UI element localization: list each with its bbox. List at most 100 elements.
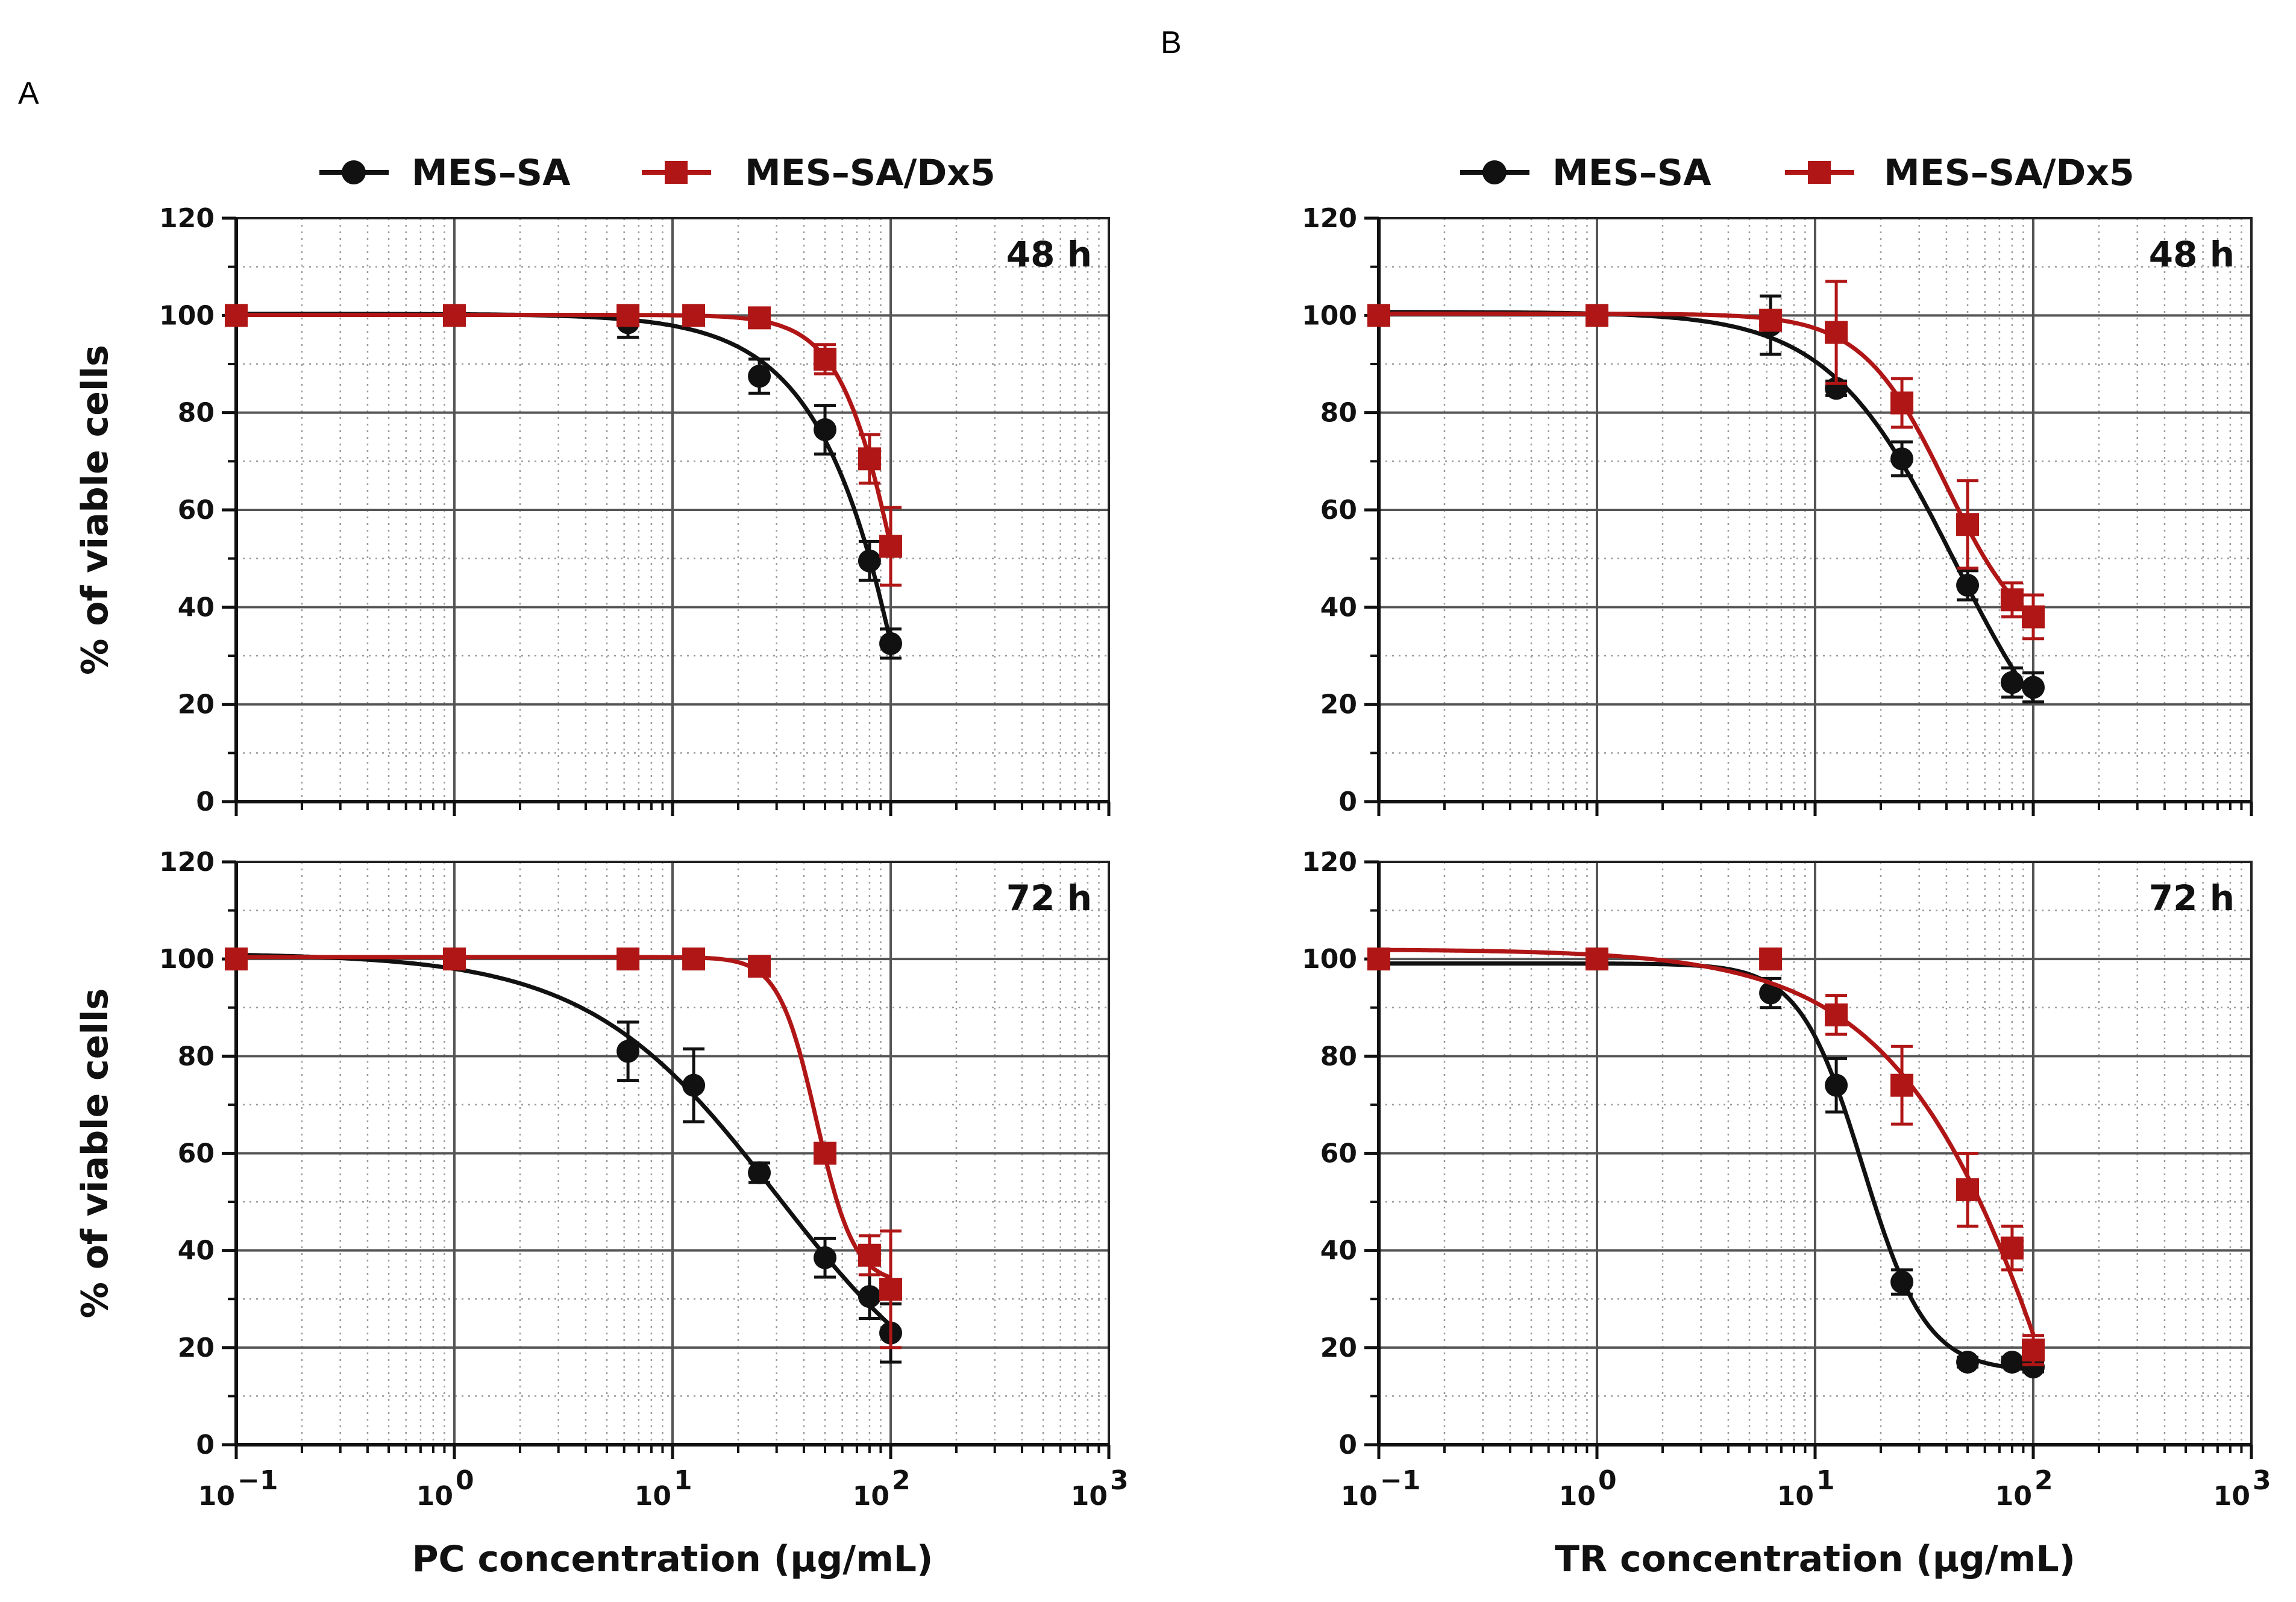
fit-curve-mes-sa-dx5: [1378, 947, 2036, 1336]
data-point-mes-sa-dx5: [616, 304, 640, 327]
data-point-mes-sa-dx5: [858, 447, 881, 471]
y-tick-label: 40: [1320, 592, 1357, 623]
time-label: 72 h: [1006, 878, 1092, 919]
fit-curve-mes-sa-dx5: [236, 955, 892, 1280]
y-tick-label: 40: [1320, 1236, 1357, 1266]
y-tick-label: 40: [178, 592, 215, 623]
data-point-mes-sa-dx5: [1825, 1003, 1848, 1026]
data-point-mes-sa: [1956, 574, 1980, 597]
y-tick-label: 80: [1320, 398, 1357, 429]
data-point-mes-sa-dx5: [1367, 304, 1390, 327]
data-point-mes-sa-dx5: [1956, 1178, 1980, 1201]
data-point-mes-sa-dx5: [443, 304, 466, 327]
data-point-mes-sa-dx5: [879, 1278, 902, 1301]
data-point-mes-sa-dx5: [1956, 513, 1980, 536]
data-point-mes-sa-dx5: [1825, 321, 1848, 344]
data-point-mes-sa: [814, 418, 837, 441]
data-point-mes-sa-dx5: [1759, 947, 1783, 971]
data-point-mes-sa-dx5: [814, 1142, 837, 1165]
y-tick-label: 80: [178, 1041, 215, 1072]
y-tick-label: 80: [178, 398, 215, 429]
data-point-mes-sa-dx5: [225, 304, 248, 327]
data-point-mes-sa: [748, 1161, 771, 1184]
x-tick-label-base: 10: [198, 1481, 235, 1512]
data-point-mes-sa-dx5: [748, 306, 771, 330]
x-axis-title: PC concentration (µg/mL): [412, 1538, 933, 1580]
data-point-mes-sa-dx5: [1890, 391, 1914, 415]
fit-curve-mes-sa: [1379, 310, 2035, 701]
x-tick-label-base: 10: [1995, 1481, 2032, 1512]
series-mes-sa: [1367, 947, 2045, 1379]
data-point-mes-sa-dx5: [1890, 1073, 1914, 1097]
data-point-mes-sa-dx5: [682, 947, 706, 971]
data-point-mes-sa-dx5: [879, 535, 902, 558]
data-point-mes-sa: [814, 1246, 837, 1269]
data-point-mes-sa: [2000, 1351, 2024, 1374]
y-tick-label: 100: [159, 300, 215, 331]
data-point-mes-sa: [682, 1073, 706, 1097]
grid-a48: [235, 217, 1110, 803]
legend-b-label-mes-sa-dx5: MES–SA/Dx5: [1884, 152, 2134, 194]
data-point-mes-sa-dx5: [2022, 605, 2045, 629]
x-tick-label-base: 10: [1071, 1481, 1108, 1512]
data-point-mes-sa-dx5: [1586, 947, 1608, 971]
y-tick-label: 120: [1302, 847, 1357, 878]
y-tick-label: 0: [196, 787, 215, 817]
data-point-mes-sa-dx5: [443, 947, 466, 971]
y-tick-label: 20: [178, 1333, 215, 1363]
x-tick-label-base: 10: [1341, 1481, 1378, 1512]
x-tick-label-exp: 1: [674, 1465, 692, 1496]
x-tick-label-exp: −1: [1380, 1465, 1420, 1496]
y-tick-label: 60: [178, 1139, 215, 1169]
data-point-mes-sa: [1825, 1073, 1848, 1097]
data-point-mes-sa: [1956, 1351, 1980, 1374]
legend-b-marker-mes-sa-dx5: [1808, 161, 1831, 184]
data-point-mes-sa: [858, 1285, 881, 1308]
legend-a: MES–SA MES–SA/Dx5: [319, 152, 996, 194]
panel-letter-b: B: [1161, 25, 1182, 60]
y-tick-label: 0: [1338, 787, 1357, 817]
y-tick-label: 80: [1320, 1041, 1357, 1072]
y-tick-label: 20: [178, 689, 215, 720]
data-point-mes-sa: [858, 549, 881, 573]
time-label: 48 h: [2149, 234, 2235, 275]
x-tick-label-exp: 0: [1598, 1465, 1617, 1496]
legend-a-label-mes-sa: MES–SA: [412, 152, 571, 194]
x-tick-label-exp: 3: [1110, 1465, 1129, 1496]
data-point-mes-sa-dx5: [2022, 1338, 2045, 1362]
y-axis-title: % of viable cells: [74, 345, 116, 675]
y-tick-label: 60: [1320, 1139, 1357, 1169]
legend-b: MES–SA MES–SA/Dx5: [1460, 152, 2134, 194]
y-tick-label: 100: [159, 944, 215, 975]
x-tick-label-base: 10: [635, 1481, 671, 1512]
x-tick-label-exp: −1: [237, 1465, 278, 1496]
x-axis-title: TR concentration (µg/mL): [1555, 1538, 2075, 1580]
y-tick-label: 60: [1320, 495, 1357, 526]
data-point-mes-sa-dx5: [616, 947, 640, 971]
series-mes-sa-dx5: [1367, 947, 2045, 1366]
panel-letter-a: A: [18, 76, 39, 111]
data-point-mes-sa-dx5: [225, 947, 248, 971]
x-tick-label-exp: 2: [892, 1465, 911, 1496]
legend-b-marker-mes-sa: [1482, 160, 1507, 184]
y-axis-title: % of viable cells: [74, 988, 116, 1319]
plot-b48: 0 20 40 60 80 100 120 % of viable cells 48 h: [74, 203, 2253, 817]
series-mes-sa-dx5: [225, 304, 902, 587]
y-tick-label: 40: [178, 1236, 215, 1266]
series-mes-sa-dx5: [1367, 280, 2045, 641]
legend-a-label-mes-sa-dx5: MES–SA/Dx5: [745, 152, 996, 194]
series-mes-sa: [1367, 294, 2045, 704]
y-tick-label: 0: [1338, 1430, 1357, 1460]
data-point-mes-sa-dx5: [858, 1243, 881, 1267]
series-mes-sa-dx5: [225, 947, 902, 1349]
grid-b48: [1378, 217, 2253, 803]
data-point-mes-sa-dx5: [814, 347, 837, 371]
data-point-mes-sa: [616, 1040, 640, 1063]
grid-a72: [235, 861, 1110, 1446]
x-tick-label-exp: 2: [2034, 1465, 2053, 1496]
data-point-mes-sa-dx5: [2000, 1236, 2024, 1260]
y-tick-label: 60: [178, 495, 215, 526]
